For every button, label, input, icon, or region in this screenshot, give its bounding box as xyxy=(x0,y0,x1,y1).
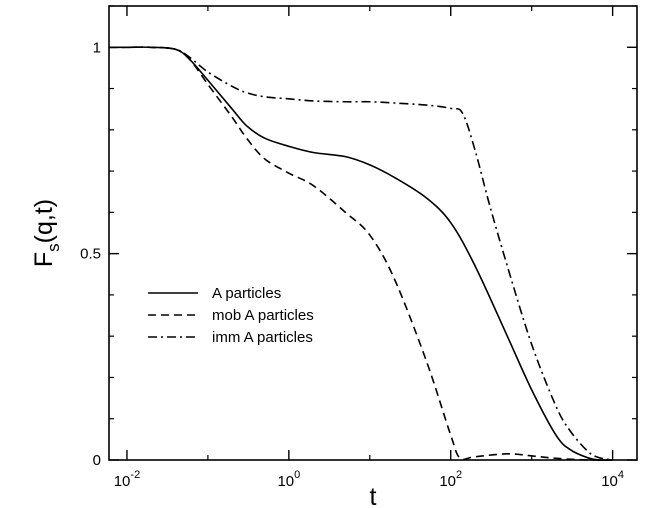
x-tick-label: 104 xyxy=(601,469,624,490)
y-axis-title: Fs(q,t) xyxy=(30,199,63,267)
y-axis-title-suffix: (q,t) xyxy=(30,199,58,243)
legend-label: A particles xyxy=(212,285,281,302)
series-line-dashdot xyxy=(109,46,613,461)
y-tick-label: 1 xyxy=(93,39,101,56)
legend-label: imm A particles xyxy=(212,329,313,346)
y-tick-label: 0 xyxy=(93,452,101,469)
y-tick-label: 0.5 xyxy=(80,246,101,263)
x-axis-title: t xyxy=(370,483,377,508)
plot-frame xyxy=(108,5,638,461)
series-line-dashed xyxy=(109,46,613,461)
legend-label: mob A particles xyxy=(212,307,314,324)
y-axis-title-sub: s xyxy=(44,243,63,252)
curves xyxy=(109,46,613,461)
axis-tick-labels: 10-2 100 102 104 0 0.5 1 xyxy=(80,39,624,490)
x-tick-label: 102 xyxy=(439,469,462,490)
y-axis-title-main: F xyxy=(30,252,58,267)
legend: A particles mob A particles imm A particle… xyxy=(148,285,314,346)
x-tick-label: 10-2 xyxy=(114,469,140,490)
axis-ticks xyxy=(109,5,637,461)
x-tick-label: 100 xyxy=(277,469,300,490)
series-line-solid xyxy=(109,46,613,461)
